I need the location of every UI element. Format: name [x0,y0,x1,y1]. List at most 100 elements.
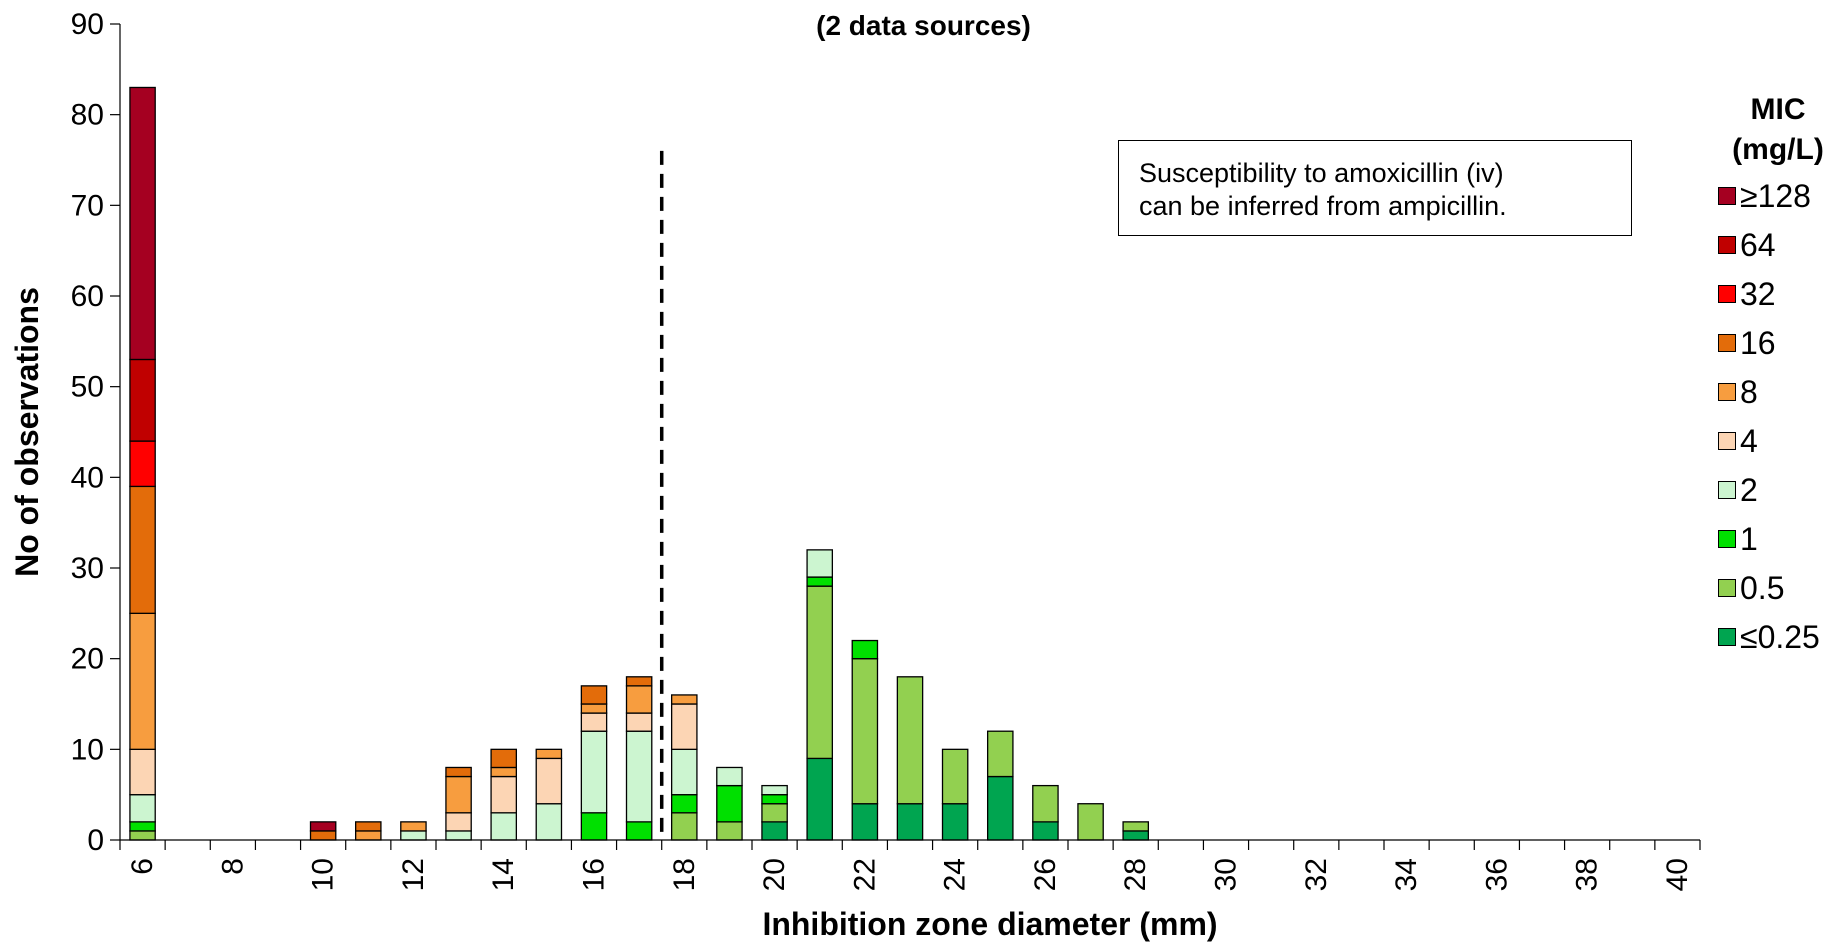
bar-segment-23-mic-≤0.25 [896,803,924,841]
x-tick-label: 26 [1029,858,1062,891]
x-tick-label: 20 [758,858,791,891]
bar-segment-21-mic-2 [806,549,834,578]
legend-swatch [1718,530,1736,548]
bar-segment-14-mic-4 [490,775,518,814]
bar-segment-18-mic-8 [670,694,698,705]
bar-segment-6-mic-≥128 [129,86,156,361]
bar-segment-6-mic-4 [129,748,156,796]
bar-segment-21-mic-1 [806,576,834,587]
x-tick-label: 8 [216,858,249,875]
x-tick-label: 34 [1390,858,1423,891]
legend-swatch [1718,628,1736,646]
bar-segment-12-mic-2 [400,830,427,841]
bar-segment-21-mic-≤0.25 [806,757,834,841]
legend-item: ≥128 [1718,176,1811,216]
bar-segment-19-mic-0.5 [716,821,743,841]
bar-segment-11-mic-16 [354,821,382,832]
bar-segment-6-mic-0.5 [129,830,156,841]
legend-label: 64 [1740,226,1776,263]
bar-segment-14-mic-2 [490,812,518,841]
legend-item: 64 [1718,225,1776,265]
legend-swatch [1718,432,1736,450]
bar-segment-27-mic-0.5 [1077,803,1104,841]
legend-label: 1 [1740,520,1758,557]
legend-swatch [1718,187,1736,205]
bar-segment-21-mic-0.5 [806,585,834,760]
bar-segment-25-mic-≤0.25 [986,775,1014,841]
bar-segment-17-mic-2 [625,730,653,823]
bar-segment-19-mic-2 [716,766,743,787]
x-tick-label: 12 [397,858,430,891]
bar-segment-6-mic-2 [129,794,156,823]
bar-segment-12-mic-8 [400,821,427,832]
bar-segment-15-mic-4 [535,757,563,805]
bar-segment-26-mic-0.5 [1032,784,1059,823]
bar-segment-17-mic-4 [625,712,653,732]
x-tick-label: 14 [487,858,520,891]
legend-swatch [1718,579,1736,597]
bar-segment-6-mic-64 [129,358,156,442]
x-tick-label: 24 [939,858,972,891]
bar-segment-15-mic-2 [535,803,563,841]
y-tick-label: 70 [71,189,104,222]
legend-item: 32 [1718,274,1776,314]
legend-label: ≥128 [1740,177,1811,214]
legend-item: 2 [1718,470,1758,510]
bar-segment-13-mic-4 [445,812,472,832]
bar-segment-20-mic-0.5 [761,803,788,823]
legend-item: 0.5 [1718,568,1784,608]
y-tick-label: 50 [71,371,104,404]
bar-segment-28-mic-0.5 [1122,821,1150,832]
x-tick-label: 36 [1480,858,1513,891]
bar-segment-16-mic-8 [580,703,608,714]
y-tick-label: 30 [71,552,104,585]
x-axis-title: Inhibition zone diameter (mm) [762,906,1217,942]
bar-segment-22-mic-≤0.25 [851,803,879,841]
x-tick-label: 10 [307,858,340,891]
bar-segment-18-mic-1 [670,794,698,814]
x-tick-label: 32 [1300,858,1333,891]
legend-title: MIC (mg/L) [1718,90,1838,170]
y-tick-label: 40 [71,461,104,494]
y-tick-label: 20 [71,643,104,676]
legend-item: ≤0.25 [1718,617,1820,657]
bar-segment-13-mic-8 [445,775,472,814]
bar-segment-10-mic-≥128 [309,821,337,832]
bar-segment-16-mic-16 [580,685,608,705]
bar-segment-16-mic-1 [580,812,608,841]
x-tick-label: 40 [1661,858,1694,891]
y-axis-title: No of observations [9,287,45,577]
bar-segment-18-mic-4 [670,703,698,750]
bar-segment-14-mic-8 [490,766,518,778]
x-tick-label: 6 [126,858,159,875]
bar-segment-6-mic-8 [129,612,156,750]
bar-segment-15-mic-8 [535,748,563,760]
legend-title-line-2: (mg/L) [1732,133,1824,166]
bar-segment-13-mic-2 [445,830,472,841]
y-tick-label: 0 [87,824,104,857]
x-tick-label: 30 [1210,858,1243,891]
bar-segment-18-mic-0.5 [670,812,698,841]
bar-segment-13-mic-16 [445,766,472,778]
bar-segment-6-mic-32 [129,440,156,488]
legend-label: 32 [1740,275,1776,312]
legend-swatch [1718,481,1736,499]
legend-label: 16 [1740,324,1776,361]
chart-subtitle: (2 data sources) [816,10,1031,41]
bar-segment-22-mic-1 [851,639,879,660]
bar-segment-16-mic-2 [580,730,608,814]
bar-segment-10-mic-16 [309,830,337,841]
bar-segment-11-mic-8 [354,830,382,841]
x-tick-label: 16 [578,858,611,891]
bar-segment-17-mic-16 [625,676,653,687]
x-tick-label: 22 [848,858,881,891]
legend-item: 4 [1718,421,1758,461]
legend-title-line-1: MIC [1750,93,1806,126]
bar-segment-19-mic-1 [716,784,743,823]
y-tick-label: 90 [71,8,104,41]
legend-swatch [1718,334,1736,352]
legend-label: 8 [1740,373,1758,410]
bar-segment-17-mic-1 [625,821,653,841]
annotation-line-2: can be inferred from ampicillin. [1139,191,1507,221]
annotation-box: Susceptibility to amoxicillin (iv) can b… [1118,140,1632,236]
